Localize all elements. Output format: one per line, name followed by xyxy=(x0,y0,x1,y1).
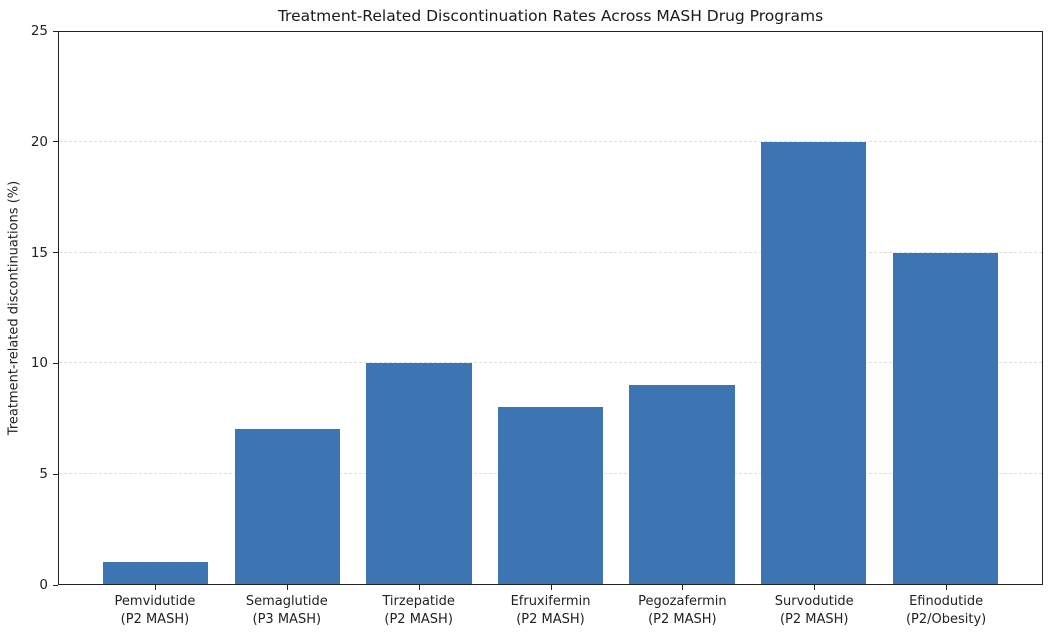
bar-pegozafermin xyxy=(629,385,735,584)
y-tick-mark xyxy=(53,362,58,364)
x-tick-label: Tirzepatide (P2 MASH) xyxy=(382,594,455,627)
y-tick-mark xyxy=(53,252,58,254)
gridline-y-20 xyxy=(59,141,1042,143)
x-tick-mark xyxy=(154,585,156,590)
bar-slot xyxy=(222,32,354,584)
y-tick-label: 25 xyxy=(30,23,48,39)
bar-slot xyxy=(485,32,617,584)
x-tick-mark xyxy=(286,585,288,590)
x-tick-label: Semaglutide (P3 MASH) xyxy=(245,594,328,627)
bar-series xyxy=(90,32,1011,584)
y-tick-mark xyxy=(53,584,58,586)
x-category: Efruxifermin (P2 MASH) xyxy=(485,585,617,635)
x-tick-mark xyxy=(550,585,552,590)
y-tick-mark xyxy=(53,473,58,475)
gridline-y-10 xyxy=(59,362,1042,364)
y-tick-label: 5 xyxy=(39,466,48,483)
x-tick-mark xyxy=(682,585,684,590)
y-tick-label: 0 xyxy=(39,577,48,593)
bar-efruxifermin xyxy=(497,407,604,584)
bar-tirzepatide xyxy=(366,363,472,584)
y-tick-label: 20 xyxy=(30,133,48,150)
x-category: Efinodutide (P2/Obesity) xyxy=(880,585,1012,635)
x-axis: Pemvidutide (P2 MASH) Semaglutide (P3 MASH)… xyxy=(89,585,1012,635)
y-tick-mark xyxy=(53,30,58,32)
x-tick-mark xyxy=(418,585,420,590)
bar-slot xyxy=(748,32,880,584)
x-tick-label: Survodutide (P2 MASH) xyxy=(774,594,854,627)
x-tick-label: Pegozafermin (P2 MASH) xyxy=(638,594,727,627)
bar-survodutide xyxy=(761,142,867,584)
y-tick-label: 15 xyxy=(30,244,48,261)
x-tick-mark xyxy=(946,585,948,590)
bar-semaglutide xyxy=(234,429,340,584)
x-tick-label: Pemvidutide (P2 MASH) xyxy=(114,594,196,627)
x-category: Pemvidutide (P2 MASH) xyxy=(89,585,221,635)
plot-area xyxy=(58,31,1043,585)
x-category: Semaglutide (P3 MASH) xyxy=(221,585,353,635)
y-tick-label: 10 xyxy=(30,355,48,372)
bar-efinodutide xyxy=(892,252,998,584)
chart-title: Treatment-Related Discontinuation Rates … xyxy=(277,7,824,25)
y-tick-mark xyxy=(53,141,58,143)
bar-slot xyxy=(879,32,1011,584)
bar-slot xyxy=(616,32,748,584)
x-category: Survodutide (P2 MASH) xyxy=(748,585,880,635)
x-category: Tirzepatide (P2 MASH) xyxy=(353,585,485,635)
y-axis: 0 5 10 15 20 25 xyxy=(0,23,58,593)
x-tick-mark xyxy=(814,585,816,590)
x-tick-label: Efinodutide (P2/Obesity) xyxy=(905,594,987,627)
bar-slot xyxy=(90,32,222,584)
bar-pemvidutide xyxy=(103,561,209,584)
x-category: Pegozafermin (P2 MASH) xyxy=(616,585,748,635)
gridline-y-15 xyxy=(59,251,1042,253)
bar-slot xyxy=(353,32,485,584)
x-tick-label: Efruxifermin (P2 MASH) xyxy=(510,594,591,627)
